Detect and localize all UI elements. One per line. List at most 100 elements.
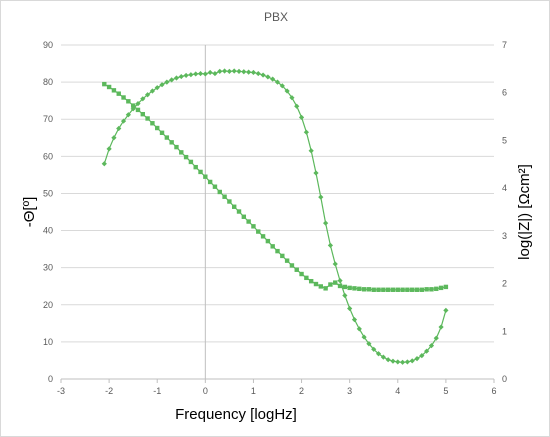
y2-tick-label: 4: [502, 183, 507, 193]
y2-tick-label: 5: [502, 135, 507, 145]
data-point: [400, 287, 405, 292]
data-point: [347, 305, 353, 312]
data-point: [279, 83, 285, 89]
data-point: [198, 169, 203, 175]
data-point: [188, 72, 194, 78]
y2-tick-label: 3: [502, 231, 507, 241]
data-point: [236, 209, 242, 214]
y-axis-title: -Θ[º]: [21, 197, 38, 227]
data-point: [217, 68, 223, 74]
data-point: [265, 74, 271, 80]
axes: 0 10 20 30 40 50 60 70 80 90 0 1 2 3 4 5 6 7 -3 -2 -1 0 1 2 3 4 5 6: [43, 40, 507, 396]
data-point: [337, 283, 343, 289]
x-tick-label: -3: [57, 386, 65, 396]
y-tick-label: 60: [43, 151, 53, 161]
data-point: [178, 73, 184, 80]
data-point: [241, 214, 247, 219]
data-point: [159, 82, 165, 88]
data-point: [140, 96, 146, 102]
data-point: [159, 130, 165, 135]
data-point: [289, 95, 295, 101]
data-point: [212, 70, 218, 77]
data-point: [226, 68, 232, 74]
data-point: [434, 286, 439, 292]
data-point: [221, 68, 228, 74]
labels: PBX Frequency [logHz] -Θ[º] log(|Z|) [Ωc…: [21, 10, 533, 423]
data-point: [275, 248, 280, 254]
data-point: [385, 357, 391, 363]
x-tick-label: -2: [105, 386, 113, 396]
data-point: [294, 103, 300, 109]
x-tick-label: 1: [251, 386, 256, 396]
data-point: [428, 343, 435, 349]
chart-title: PBX: [264, 10, 288, 24]
data-point: [366, 341, 372, 347]
data-point: [212, 184, 218, 189]
y-tick-label: 90: [43, 40, 53, 50]
data-point: [429, 287, 434, 292]
data-point: [337, 278, 343, 284]
data-point: [135, 101, 141, 107]
data-point: [149, 88, 156, 94]
data-point: [169, 140, 174, 145]
data-point: [419, 353, 425, 359]
data-point: [188, 159, 194, 165]
data-point: [318, 194, 324, 200]
data-point: [207, 179, 213, 185]
data-point: [419, 287, 425, 292]
data-point: [299, 271, 304, 277]
data-point: [371, 287, 376, 292]
data-point: [155, 125, 160, 131]
x-axis-title: Frequency [logHz]: [175, 406, 297, 423]
data-point: [390, 287, 396, 292]
data-point: [265, 238, 271, 244]
y2-tick-label: 6: [502, 88, 507, 98]
y-tick-label: 40: [43, 226, 53, 236]
data-point: [356, 326, 362, 332]
data-point: [395, 359, 401, 365]
data-point: [250, 69, 257, 76]
data-point: [371, 346, 377, 352]
data-point: [270, 244, 275, 249]
x-tick-label: 0: [203, 386, 208, 396]
data-point: [274, 79, 281, 85]
data-point: [217, 189, 222, 195]
data-point: [424, 287, 429, 292]
data-point: [375, 351, 382, 357]
data-point: [308, 148, 314, 154]
data-point: [304, 275, 309, 281]
data-point: [333, 280, 338, 285]
data-point: [404, 359, 410, 365]
data-point: [106, 146, 112, 152]
data-point: [342, 284, 348, 290]
x-tick-label: -1: [153, 386, 161, 396]
data-point: [256, 229, 261, 234]
data-point: [443, 307, 449, 313]
data-point: [381, 287, 386, 292]
y-tick-label: 20: [43, 300, 53, 310]
data-point: [380, 354, 386, 360]
data-point: [328, 282, 333, 287]
data-point: [313, 170, 319, 176]
y2-axis-title: log(|Z|) [Ωcm²]: [516, 164, 533, 260]
data-point: [366, 287, 372, 292]
data-point: [347, 285, 352, 291]
data-point: [145, 92, 151, 98]
data-point: [385, 287, 391, 292]
data-point: [376, 287, 381, 292]
data-point: [255, 70, 261, 77]
data-point: [284, 258, 290, 263]
x-tick-label: 2: [299, 386, 304, 396]
data-point: [361, 334, 367, 340]
y-tick-label: 30: [43, 263, 53, 273]
data-point: [280, 253, 285, 259]
data-point: [135, 107, 141, 113]
data-point: [232, 204, 237, 209]
data-point: [433, 335, 439, 341]
data-point: [222, 194, 227, 199]
data-point: [183, 154, 189, 160]
data-point: [332, 261, 338, 267]
y2-tick-label: 0: [502, 374, 507, 384]
data-point: [438, 285, 444, 291]
data-point: [193, 164, 198, 170]
